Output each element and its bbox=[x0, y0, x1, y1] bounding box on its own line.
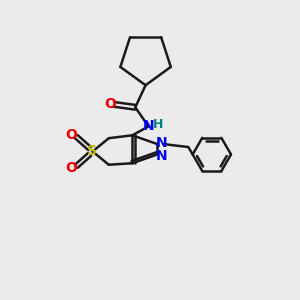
Text: N: N bbox=[156, 148, 168, 163]
Text: O: O bbox=[65, 161, 77, 175]
Text: N: N bbox=[143, 119, 154, 134]
Text: H: H bbox=[153, 118, 163, 131]
Text: O: O bbox=[104, 97, 116, 111]
Text: S: S bbox=[87, 145, 97, 158]
Text: O: O bbox=[65, 128, 77, 142]
Text: N: N bbox=[156, 136, 168, 150]
